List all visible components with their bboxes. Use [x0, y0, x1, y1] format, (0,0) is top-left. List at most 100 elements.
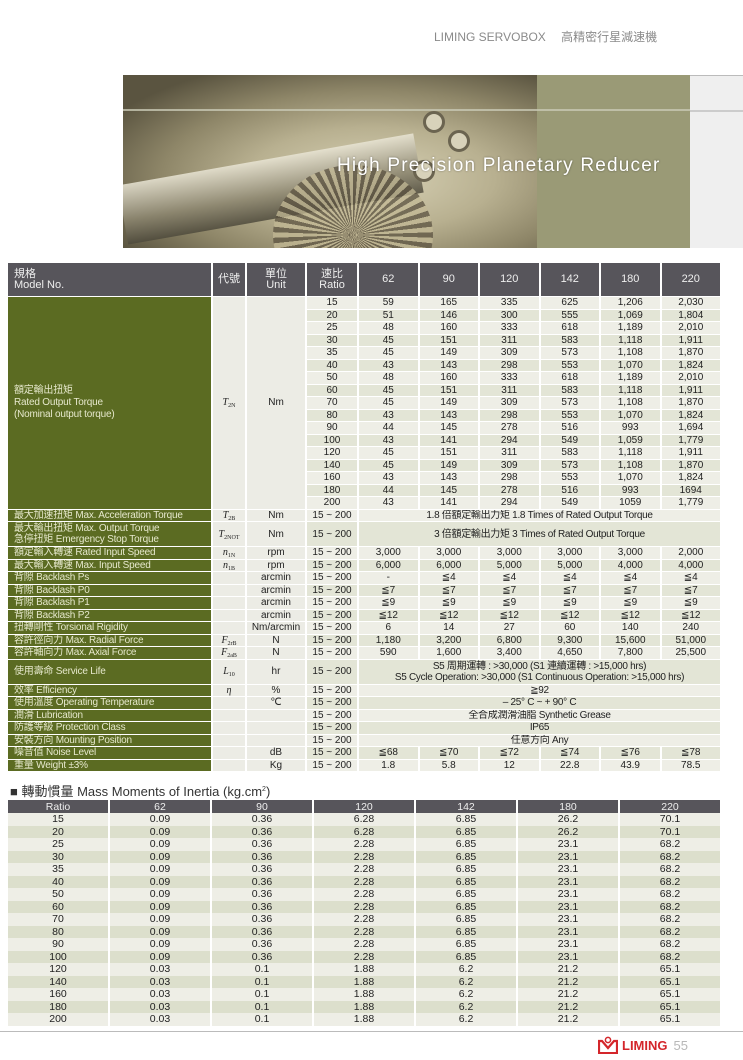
inertia-ratio: 50: [8, 888, 108, 901]
code-cell: [213, 622, 245, 634]
inertia-value: 0.03: [110, 988, 210, 1001]
inertia-value: 1.88: [314, 1000, 414, 1013]
value-cell: 516: [540, 422, 599, 434]
merged-value-cell: ≧92: [359, 684, 720, 696]
inertia-value: 23.1: [518, 838, 618, 851]
value-cell: 3,400: [480, 647, 539, 659]
value-cell: 1,779: [661, 497, 720, 509]
spec-row: 使用溫度 Operating Temperature ℃ 15 ~ 200 – 25°…: [8, 697, 720, 709]
spec-label: 噪音值 Noise Level: [8, 747, 211, 759]
inertia-value: 6.2: [416, 1000, 516, 1013]
inertia-value: 2.28: [314, 938, 414, 951]
header-model-90: 90: [419, 263, 478, 296]
inertia-value: 21.2: [518, 1013, 618, 1026]
value-cell: 5,000: [480, 559, 539, 571]
ratio-cell: 15 ~ 200: [307, 684, 357, 696]
value-line: 全合成潤滑油脂 Synthetic Grease: [468, 709, 611, 721]
value-line: – 25° C ~ + 90° C: [502, 697, 577, 709]
inertia-ratio: 15: [8, 813, 108, 826]
value-line: 3 倍額定輸出力矩 3 Times of Rated Output Torque: [434, 528, 645, 540]
inertia-value: 0.36: [212, 888, 312, 901]
value-cell: ≦7: [540, 584, 599, 596]
spec-row: 額定輸入轉速 Rated Input Speed n1N rpm 15 ~ 200 3,…: [8, 547, 720, 559]
value-cell: 1,180: [359, 634, 418, 646]
value-cell: 43: [359, 359, 418, 371]
ratio-cell: 15 ~ 200: [307, 609, 357, 621]
value-cell: 278: [480, 484, 539, 496]
inertia-row: 40 0.09 0.36 2.28 6.85 23.1 68.2: [8, 875, 720, 888]
value-cell: 311: [480, 334, 539, 346]
spec-row: 噪音值 Noise Level dB 15 ~ 200 ≦68 ≦70 ≦72 ≦74 ≦76…: [8, 747, 720, 759]
label-line: 最大輸入轉速 Max. Input Speed: [14, 559, 151, 571]
inertia-value: 65.1: [620, 975, 720, 988]
inertia-value: 0.09: [110, 875, 210, 888]
code-cell: T2N: [213, 297, 245, 509]
inertia-value: 0.1: [212, 1013, 312, 1026]
inertia-value: 0.03: [110, 975, 210, 988]
inertia-row: 180 0.03 0.1 1.88 6.2 21.2 65.1: [8, 1000, 720, 1013]
ratio-cell: 15 ~ 200: [307, 722, 357, 734]
code-cell: T2B: [213, 509, 245, 521]
inertia-value: 1.88: [314, 963, 414, 976]
value-cell: 59: [359, 297, 418, 309]
inertia-value: 6.85: [416, 913, 516, 926]
value-cell: 3,200: [419, 634, 478, 646]
spec-label: 容許徑向力 Max. Radial Force: [8, 634, 211, 646]
inertia-value: 0.09: [110, 900, 210, 913]
spec-label: 效率 Efficiency: [8, 684, 211, 696]
value-cell: ≦76: [601, 747, 660, 759]
unit-cell: [247, 709, 305, 721]
value-cell: 335: [480, 297, 539, 309]
value-cell: 555: [540, 309, 599, 321]
inertia-row: 15 0.09 0.36 6.28 6.85 26.2 70.1: [8, 813, 720, 826]
header-code: 代號: [213, 263, 245, 296]
value-cell: 6: [359, 622, 418, 634]
inertia-value: 6.85: [416, 950, 516, 963]
value-cell: 294: [480, 497, 539, 509]
value-line: S5 Cycle Operation: >30,000 (S1 Continuo…: [394, 671, 685, 683]
torque-row: 200 43 141 294 549 1059 1,779: [8, 497, 720, 509]
header-model-142: 142: [540, 263, 599, 296]
code-cell: [213, 709, 245, 721]
spec-label: 背隙 Backlash P0: [8, 584, 211, 596]
value-cell: 625: [540, 297, 599, 309]
unit-cell: Nm: [247, 297, 305, 509]
value-cell: 1,059: [601, 434, 660, 446]
unit-cell: %: [247, 684, 305, 696]
torque-row: 180 44 145 278 516 993 1694: [8, 484, 720, 496]
unit-cell: [247, 722, 305, 734]
inertia-value: 2.28: [314, 950, 414, 963]
banner-title: High Precision Planetary Reducer: [337, 155, 661, 176]
value-cell: 143: [419, 472, 478, 484]
code-cell: [213, 609, 245, 621]
inertia-header-180: 180: [518, 800, 618, 813]
value-cell: 43: [359, 472, 418, 484]
inertia-value: 2.28: [314, 850, 414, 863]
inertia-row: 160 0.03 0.1 1.88 6.2 21.2 65.1: [8, 988, 720, 1001]
inertia-value: 2.28: [314, 900, 414, 913]
value-cell: 294: [480, 434, 539, 446]
value-line: 1.8 倍額定輸出力矩 1.8 Times of Rated Output To…: [426, 509, 653, 521]
inertia-value: 0.1: [212, 975, 312, 988]
code-symbol: η: [226, 684, 232, 696]
ratio-cell: 160: [307, 472, 357, 484]
value-cell: 145: [419, 422, 478, 434]
inertia-value: 23.1: [518, 850, 618, 863]
inertia-value: 23.1: [518, 938, 618, 951]
unit-cell: Nm/arcmin: [247, 622, 305, 634]
page-number: 55: [673, 1037, 688, 1053]
inertia-value: 1.88: [314, 975, 414, 988]
inertia-value: 6.85: [416, 863, 516, 876]
unit-cell: dB: [247, 747, 305, 759]
spec-label: 使用溫度 Operating Temperature: [8, 697, 211, 709]
spec-label: 扭轉剛性 Torsional Rigidity: [8, 622, 211, 634]
value-cell: 278: [480, 422, 539, 434]
value-cell: 12: [480, 759, 539, 771]
value-line: ≧92: [530, 684, 549, 696]
ratio-cell: 15 ~ 200: [307, 709, 357, 721]
value-cell: 1059: [601, 497, 660, 509]
merged-value-cell: – 25° C ~ + 90° C: [359, 697, 720, 709]
label-line: 扭轉剛性 Torsional Rigidity: [14, 622, 128, 634]
inertia-value: 65.1: [620, 963, 720, 976]
value-cell: 149: [419, 347, 478, 359]
